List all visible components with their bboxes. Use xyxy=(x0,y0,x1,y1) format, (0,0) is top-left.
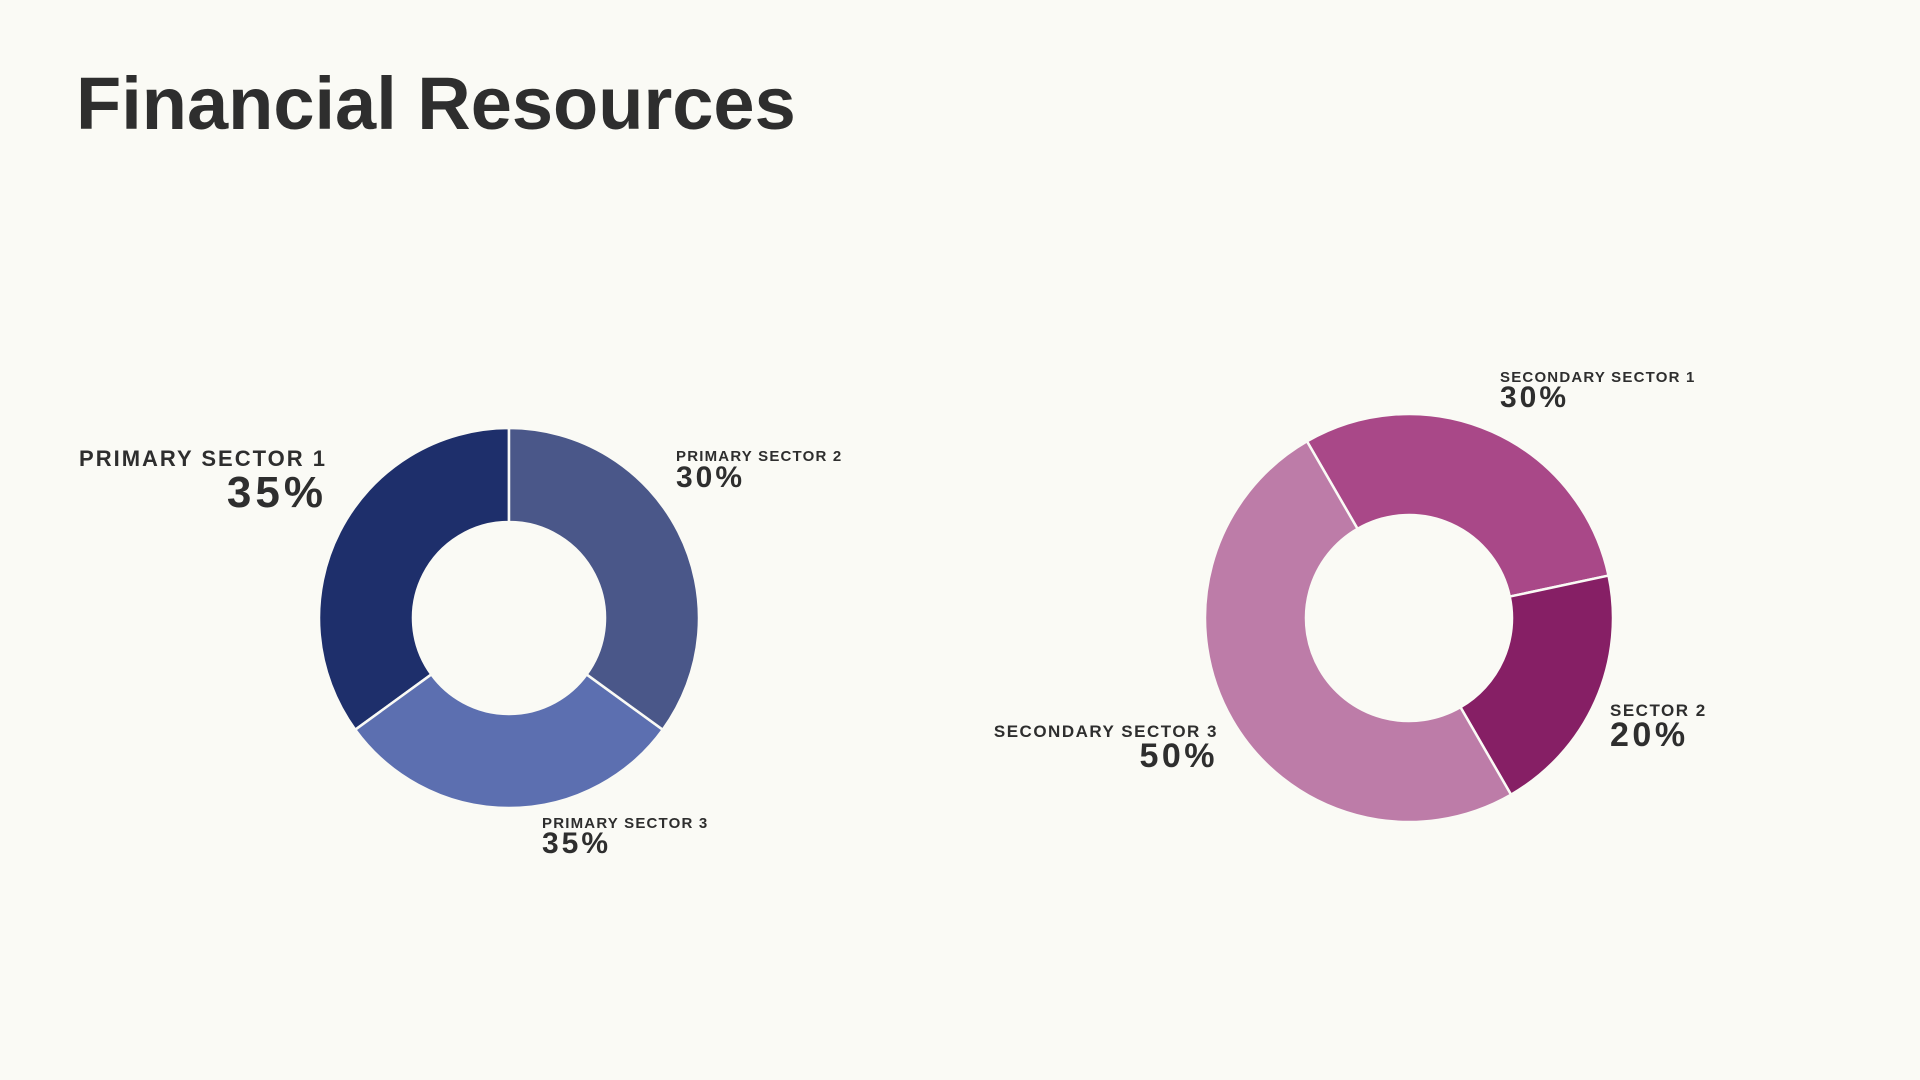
slice-value-label: 30% xyxy=(676,461,745,494)
donut-slice xyxy=(1458,574,1615,797)
slice-label: PRIMARY SECTOR 1 xyxy=(79,446,327,471)
slice-label: PRIMARY SECTOR 3 xyxy=(542,815,708,832)
slice-label: PRIMARY SECTOR 2 xyxy=(676,448,842,465)
slice-label: SECTOR 2 xyxy=(1610,701,1707,720)
slice-value-label: 30% xyxy=(1500,381,1569,414)
donut-slice xyxy=(1203,439,1513,824)
slice-label: SECONDARY SECTOR 3 xyxy=(994,722,1218,741)
slice-value-label: 20% xyxy=(1610,716,1689,754)
donut-slice xyxy=(507,426,701,732)
page-title: Financial Resources xyxy=(76,62,796,145)
slice-label: SECONDARY SECTOR 1 xyxy=(1500,369,1696,386)
slice-value-label: 50% xyxy=(1139,737,1218,775)
donut-slice xyxy=(317,426,511,732)
slice-value-label: 35% xyxy=(542,827,611,860)
slice-value-label: 35% xyxy=(227,468,327,517)
donut-slice xyxy=(353,672,665,810)
donut-slice xyxy=(1305,412,1611,599)
